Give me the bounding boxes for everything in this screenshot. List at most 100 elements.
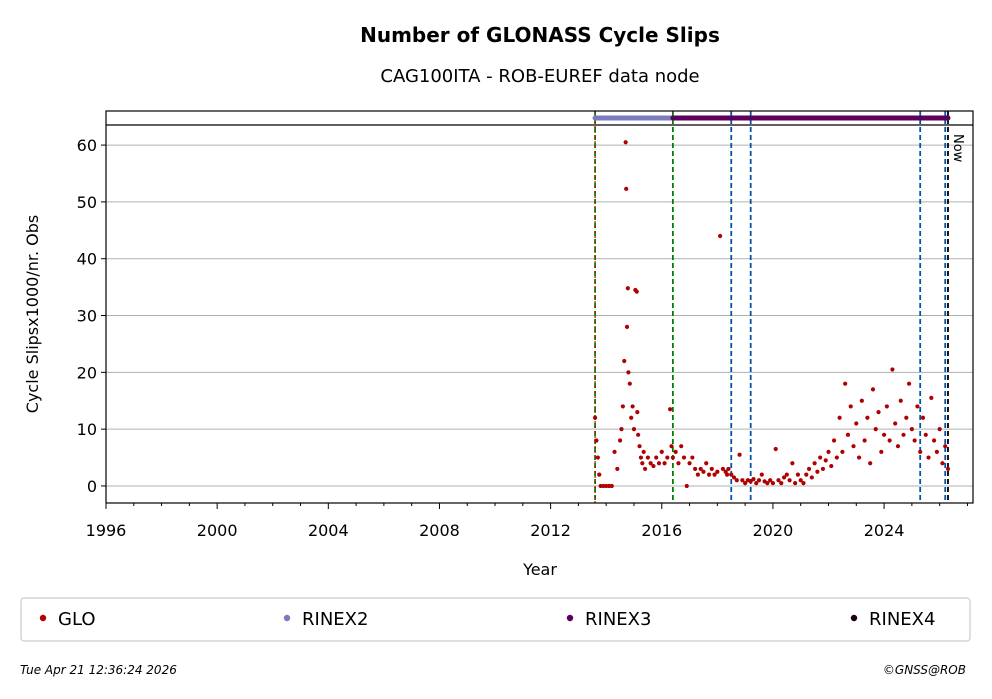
glo-point [645,455,650,460]
glo-point [934,449,939,454]
glo-point [625,286,630,291]
glo-point [731,475,737,480]
legend-label-rinex3: RINEX3 [585,609,651,630]
glo-point [743,481,748,486]
glo-point [815,469,820,474]
glo-point [609,483,614,489]
glo-point [904,415,909,420]
glo-point [837,415,842,420]
glo-point [734,478,739,483]
glo-point [795,472,801,477]
glo-point [619,427,624,432]
glo-point [823,458,828,463]
glo-point [597,472,602,477]
glo-point [829,463,834,469]
glo-series [592,140,951,489]
glo-point [884,404,889,409]
glo-point [670,455,675,460]
glo-point [740,478,745,483]
glo-point [831,438,837,443]
glo-point [906,381,912,386]
glo-point [636,432,641,437]
glo-point [668,407,673,412]
glo-point [634,289,639,294]
glo-point [626,370,631,375]
glo-point [592,415,598,420]
glo-point [940,461,945,466]
legend-label-glo: GLO [58,609,96,630]
glo-point [793,481,798,486]
glo-point [845,432,851,437]
glo-point [698,466,703,472]
glo-point [648,461,653,466]
glo-point [912,438,917,443]
y-tick-label-30: 30 [77,307,97,326]
glo-point [873,427,878,432]
glo-point [659,449,664,454]
legend-label-rinex4: RINEX4 [869,609,935,630]
x-axis-label: Year [522,560,557,579]
glo-point [622,358,627,364]
glo-point [729,472,734,477]
glo-point [862,438,867,443]
glo-point [915,404,920,409]
glo-point [943,444,948,449]
glo-point [720,466,726,472]
glo-point [594,438,599,443]
glo-point [673,449,678,454]
glo-point [773,446,778,452]
glo-point [929,395,934,400]
x-tick-label-2012: 2012 [530,521,571,540]
glo-point [901,432,906,437]
event-lines [594,111,949,503]
glo-point [681,455,687,460]
y-tick-label-10: 10 [77,420,97,439]
glo-point [684,483,689,489]
y-axis-label: Cycle Slipsx1000/nr. Obs [23,215,42,413]
glo-point [801,481,806,486]
glo-point [690,455,695,460]
glo-point [806,466,812,472]
glo-point [630,404,635,409]
glo-point [787,478,792,483]
glo-point [718,233,723,239]
glo-point [612,449,617,454]
glo-point [923,432,928,437]
glo-point [631,427,637,432]
x-tick-label-2020: 2020 [753,521,794,540]
glo-point [937,427,942,432]
glo-point [898,398,903,403]
glo-point [624,186,629,191]
glo-point [595,455,600,460]
glo-point [779,481,784,486]
now-label: Now [950,134,965,163]
legend-marker-rinex4 [850,614,858,622]
glo-point [620,404,625,409]
legend-label-rinex2: RINEX2 [302,609,368,630]
glo-point [926,455,931,460]
x-tick-label-2016: 2016 [641,521,682,540]
legend-marker-glo [39,614,47,622]
glo-point [656,461,662,466]
glo-point [687,461,692,466]
glo-point [865,415,870,420]
y-tick-label-60: 60 [77,136,97,155]
glo-point [893,421,898,426]
glo-point [637,444,642,449]
x-axis-ticks: 1996 2000 2004 2008 2012 2016 2020 2024 [86,503,968,540]
glo-point [759,472,764,477]
glo-point [856,455,862,460]
legend: GLO RINEX2 RINEX3 RINEX4 [39,609,935,630]
glo-point [665,455,670,460]
footer-timestamp: Tue Apr 21 12:36:24 2026 [20,663,177,677]
x-tick-label-2008: 2008 [419,521,460,540]
glo-point [768,478,773,483]
glo-point [704,461,709,466]
glo-point [712,472,717,477]
glo-point [804,472,809,477]
glo-point [640,461,645,466]
glo-point [770,481,776,486]
glo-point [623,140,628,145]
glo-point [820,466,826,472]
